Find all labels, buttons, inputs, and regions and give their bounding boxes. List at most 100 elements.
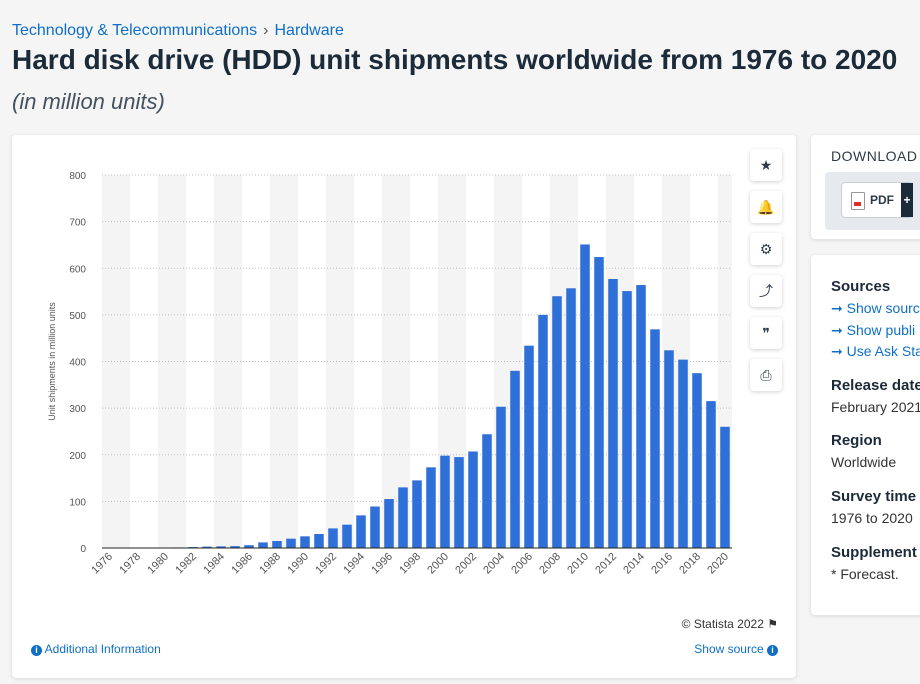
bar (440, 455, 450, 548)
info-icon: i (767, 645, 778, 656)
chart-card: 0 100 200 300 400 500 600 700 800 1976 1978 1980 198… (12, 135, 796, 678)
x-tick-label: 1992 (313, 551, 339, 577)
x-tick-label: 1994 (341, 551, 367, 577)
additional-information-link[interactable]: i Additional Information (31, 642, 161, 656)
arrow-right-icon: ➞ (831, 300, 843, 316)
share-button[interactable]: ⤴ (750, 275, 782, 307)
favorite-star-icon: ★ (759, 156, 773, 173)
bar (566, 288, 576, 548)
breadcrumb-category-link[interactable]: Technology & Telecommunications (12, 22, 258, 39)
supplement-value: * Forecast. (831, 566, 899, 582)
bar (230, 546, 240, 548)
show-source-sidebar-link[interactable]: ➞ Show sourc (831, 300, 920, 317)
bar (650, 329, 660, 548)
background-band (102, 175, 130, 548)
bar (244, 545, 254, 548)
x-tick-label: 1984 (201, 551, 227, 577)
statista-credit[interactable]: © Statista 2022 ⚑ (682, 617, 778, 631)
x-tick-label: 2002 (453, 551, 479, 577)
y-tick-label: 300 (69, 404, 86, 415)
y-tick-label: 400 (69, 358, 86, 369)
breadcrumb-separator: › (263, 22, 269, 39)
x-tick-label: 1976 (89, 551, 115, 577)
ask-statista-link[interactable]: ➞ Use Ask Sta (831, 343, 920, 360)
y-tick-label: 0 (80, 544, 86, 555)
sources-heading: Sources (831, 278, 891, 295)
bar (454, 457, 464, 548)
bar (314, 534, 324, 548)
y-tick-label: 800 (69, 171, 86, 182)
x-tick-label: 2012 (593, 551, 619, 577)
bar (664, 350, 674, 548)
notification-bell-button[interactable]: 🔔 (750, 191, 782, 223)
page-subtitle: (in million units) (12, 89, 165, 114)
x-tick-label: 1990 (285, 551, 311, 577)
release-date-heading: Release date (831, 377, 920, 394)
y-axis-label: Unit shipments in million units (47, 302, 57, 421)
breadcrumb: Technology & Telecommunications › Hardware (12, 22, 344, 40)
x-tick-label: 1996 (369, 551, 395, 577)
bar (398, 487, 408, 548)
bar (524, 345, 534, 548)
bar (552, 296, 562, 548)
show-publisher-link[interactable]: ➞ Show publi (831, 322, 915, 339)
y-tick-label: 700 (69, 218, 86, 229)
download-card: DOWNLOAD PDF + (811, 135, 920, 239)
pdf-download-button[interactable]: PDF + (841, 182, 913, 218)
bar (286, 538, 296, 548)
source-link-label: Show sourc (846, 300, 920, 316)
x-tick-label: 2016 (649, 551, 675, 577)
x-tick-label: 1986 (229, 551, 255, 577)
x-tick-label: 2008 (537, 551, 563, 577)
bar (412, 480, 422, 548)
bar (370, 506, 380, 548)
region-value: Worldwide (831, 454, 897, 470)
pdf-label: PDF (870, 193, 894, 207)
settings-gear-icon: ⚙ (759, 240, 773, 257)
bar (468, 451, 478, 548)
bar (258, 542, 268, 548)
x-tick-label: 1998 (397, 551, 423, 577)
source-link-label: Show publi (846, 322, 916, 338)
print-icon: ⎙ (760, 366, 772, 383)
background-band (270, 175, 298, 548)
share-icon: ⤴ (759, 283, 773, 299)
bar (720, 426, 730, 548)
bar (678, 359, 688, 548)
x-tick-label: 1982 (173, 551, 199, 577)
bar (496, 406, 506, 548)
pdf-plus-button[interactable]: + (901, 183, 913, 217)
x-tick-label: 2006 (509, 551, 535, 577)
breadcrumb-subcategory-link[interactable]: Hardware (274, 22, 344, 39)
print-button[interactable]: ⎙ (750, 359, 782, 391)
bar (608, 278, 618, 548)
survey-time-heading: Survey time (831, 488, 917, 505)
download-heading: DOWNLOAD (831, 148, 918, 164)
show-source-link[interactable]: Show source i (694, 642, 778, 656)
x-tick-label: 2018 (677, 551, 703, 577)
y-tick-label: 100 (69, 497, 86, 508)
notification-bell-icon: 🔔 (757, 198, 775, 215)
bar (272, 541, 282, 548)
x-tick-label: 2010 (565, 551, 591, 577)
bar (426, 467, 436, 548)
x-tick-label: 2000 (425, 551, 451, 577)
cite-quote-button[interactable]: ❞ (750, 317, 782, 349)
credit-text: © Statista 2022 (681, 617, 764, 631)
bar (342, 524, 352, 548)
x-tick-label: 1980 (145, 551, 171, 577)
bar (482, 434, 492, 548)
bar (692, 373, 702, 548)
region-heading: Region (831, 432, 882, 449)
bar (594, 257, 604, 548)
bar (202, 546, 212, 548)
release-date-value: February 2021 (831, 399, 920, 415)
bar (636, 285, 646, 548)
favorite-star-button[interactable]: ★ (750, 149, 782, 181)
settings-gear-button[interactable]: ⚙ (750, 233, 782, 265)
source-link-label: Use Ask Sta (846, 343, 920, 359)
y-tick-label: 600 (69, 264, 86, 275)
bar (356, 515, 366, 548)
supplement-heading: Supplement (831, 544, 917, 561)
info-icon: i (31, 645, 42, 656)
